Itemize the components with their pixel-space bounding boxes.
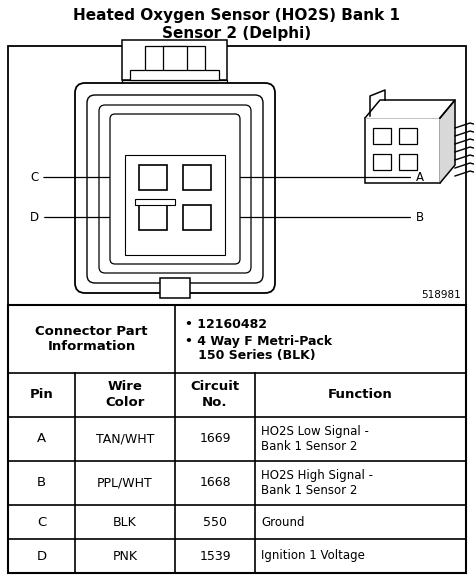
Bar (160, 278, 190, 298)
Bar (399, 154, 417, 170)
Text: Ground: Ground (261, 516, 304, 528)
Text: D: D (30, 211, 136, 224)
Text: 1668: 1668 (199, 477, 231, 489)
Bar (163, 46, 187, 80)
Text: D: D (36, 550, 46, 562)
Bar (8, 305, 466, 573)
Text: 150 Series (BLK): 150 Series (BLK) (185, 350, 316, 362)
Text: • 4 Way F Metri-Pack: • 4 Way F Metri-Pack (185, 335, 332, 347)
FancyBboxPatch shape (75, 83, 275, 293)
Bar (125, 155, 225, 255)
Text: Connector Part
Information: Connector Part Information (35, 325, 148, 353)
Polygon shape (365, 100, 455, 118)
Text: Circuit
No.: Circuit No. (191, 381, 239, 409)
FancyBboxPatch shape (87, 95, 263, 283)
FancyBboxPatch shape (99, 105, 251, 273)
Text: Function: Function (328, 389, 393, 401)
Text: 1539: 1539 (199, 550, 231, 562)
Text: A: A (214, 171, 424, 184)
Text: PPL/WHT: PPL/WHT (97, 477, 153, 489)
Text: C: C (30, 171, 136, 184)
Bar (183, 165, 211, 190)
Text: Pin: Pin (29, 389, 54, 401)
Text: B: B (214, 211, 424, 224)
Text: B: B (37, 477, 46, 489)
Bar (139, 205, 167, 230)
Text: BLK: BLK (113, 516, 137, 528)
Bar (373, 128, 391, 144)
Text: A: A (37, 432, 46, 446)
Text: Sensor 2 (Delphi): Sensor 2 (Delphi) (163, 26, 311, 41)
Bar (365, 118, 440, 183)
Bar (399, 128, 417, 144)
Bar (122, 80, 228, 90)
Text: TAN/WHT: TAN/WHT (96, 432, 154, 446)
FancyBboxPatch shape (110, 114, 240, 264)
Text: HO2S High Signal -
Bank 1 Sensor 2: HO2S High Signal - Bank 1 Sensor 2 (261, 469, 373, 497)
Text: C: C (37, 516, 46, 528)
Text: 550: 550 (203, 516, 227, 528)
Bar (130, 70, 219, 80)
Bar (122, 40, 228, 80)
Bar (145, 46, 205, 74)
Text: Wire
Color: Wire Color (105, 381, 145, 409)
Text: 1669: 1669 (199, 432, 231, 446)
Text: HO2S Low Signal -
Bank 1 Sensor 2: HO2S Low Signal - Bank 1 Sensor 2 (261, 424, 369, 454)
Text: • 12160482: • 12160482 (185, 319, 267, 332)
Text: Heated Oxygen Sensor (HO2S) Bank 1: Heated Oxygen Sensor (HO2S) Bank 1 (73, 8, 401, 23)
Bar (8, 46, 466, 305)
Text: 518981: 518981 (421, 290, 461, 300)
Bar (139, 165, 167, 190)
Text: Ignition 1 Voltage: Ignition 1 Voltage (261, 550, 365, 562)
Bar (373, 154, 391, 170)
Bar (135, 199, 175, 205)
Text: PNK: PNK (112, 550, 137, 562)
Polygon shape (440, 100, 455, 183)
Bar (183, 205, 211, 230)
